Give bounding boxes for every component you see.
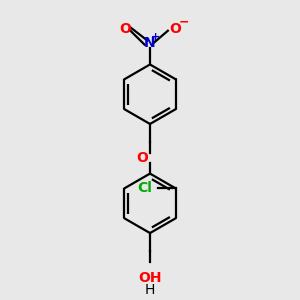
Text: Cl: Cl (137, 182, 152, 195)
Text: −: − (178, 15, 189, 28)
Text: O: O (136, 151, 148, 165)
Text: O: O (119, 22, 131, 36)
Text: H: H (145, 283, 155, 297)
Text: N: N (144, 36, 156, 50)
Text: O: O (169, 22, 181, 36)
Text: OH: OH (138, 271, 162, 285)
Text: +: + (151, 32, 160, 42)
